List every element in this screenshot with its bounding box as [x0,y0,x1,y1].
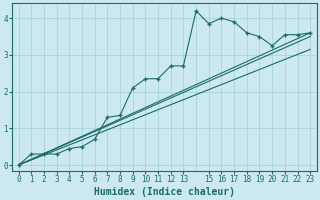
X-axis label: Humidex (Indice chaleur): Humidex (Indice chaleur) [94,186,235,197]
